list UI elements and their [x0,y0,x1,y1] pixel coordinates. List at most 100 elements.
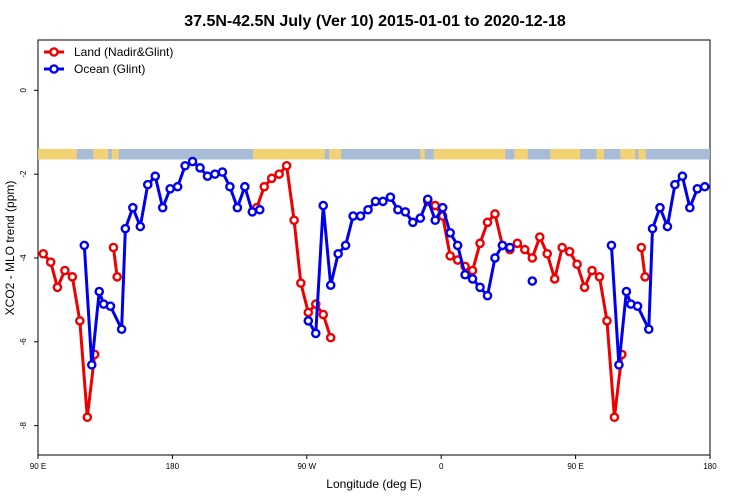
data-point [75,316,85,326]
data-point [172,181,183,192]
data-point [445,228,455,238]
data-point [225,181,235,192]
data-point [662,221,673,232]
map-strip-land [329,148,342,160]
y-tick-label: -2 [19,170,28,178]
legend-label-land: Land (Nadir&Glint) [74,45,173,59]
data-point [467,265,478,276]
data-point [325,332,336,343]
data-point [116,324,127,335]
data-point [120,223,131,234]
data-point [520,244,530,255]
data-point [135,221,146,232]
data-point [643,324,654,335]
data-point [621,286,632,297]
data-point [534,232,545,242]
data-point [692,184,703,194]
data-point [400,207,411,217]
data-point [86,360,97,370]
map-strip-land [620,148,636,160]
data-point [587,265,597,276]
data-point [195,163,205,173]
series-line [307,195,511,335]
series-land [38,160,650,423]
data-point [422,194,433,205]
data-point [549,274,560,284]
data-point [655,202,665,213]
data-point [512,238,523,249]
map-strip-land [38,148,77,160]
data-point [452,240,463,251]
x-axis-label: Longitude (deg E) [326,477,421,491]
map-strip-land [93,148,109,160]
data-point [281,160,292,171]
data-point [289,215,299,226]
legend-marker-ocean [49,64,59,74]
data-point [79,240,90,251]
data-point [112,272,122,282]
data-point [296,278,306,288]
data-point [497,240,508,251]
data-point [370,196,381,207]
data-point [490,209,500,219]
data-point [303,307,314,318]
data-point [363,204,373,215]
series-line [111,247,119,278]
y-tick-label: -6 [19,338,28,346]
data-point [52,282,63,293]
data-point [240,181,250,192]
data-point [609,412,620,423]
y-tick-label: -4 [19,254,28,262]
data-point [340,240,351,251]
data-point [38,248,49,259]
map-strip-land [420,148,425,160]
data-point [430,200,441,211]
data-point [142,179,153,190]
series-line [639,247,647,278]
data-point [128,202,138,213]
data-point [94,286,105,297]
data-point [594,272,605,282]
data-point [699,181,710,192]
data-point [542,248,553,259]
plot-area [37,39,711,456]
data-point [527,253,538,263]
map-strip-land [433,148,506,160]
data-point [217,167,228,177]
legend-label-ocean: Ocean (Glint) [74,62,145,76]
data-point [482,217,493,228]
data-point [614,360,624,370]
x-tick-label: 180 [166,462,180,471]
data-point [505,242,515,253]
x-tick-label: 90 W [297,462,316,471]
data-point [527,276,538,286]
data-point [202,171,213,182]
data-point [640,272,650,282]
data-point [408,217,418,228]
data-point [254,204,265,215]
data-point [632,301,643,311]
map-strip-land [111,148,119,160]
data-point [647,223,658,234]
data-point [385,192,396,202]
legend: Land (Nadir&Glint) Ocean (Glint) [44,45,173,76]
data-point [157,202,168,213]
map-strip-land [253,148,325,160]
data-point [437,202,448,213]
data-point [105,301,116,311]
data-point [602,316,612,326]
data-point [475,238,485,249]
data-point [636,242,647,253]
data-point [165,184,175,194]
data-point [393,204,403,215]
data-point [187,156,198,167]
y-tick-label: -8 [19,422,28,430]
y-axis-label: XCO2 - MLO trend (ppm) [3,181,17,316]
data-point [670,179,680,190]
data-point [108,242,119,253]
data-point [247,207,258,217]
data-point [475,282,485,293]
data-point [685,202,695,213]
map-strip-ocean [38,148,710,160]
